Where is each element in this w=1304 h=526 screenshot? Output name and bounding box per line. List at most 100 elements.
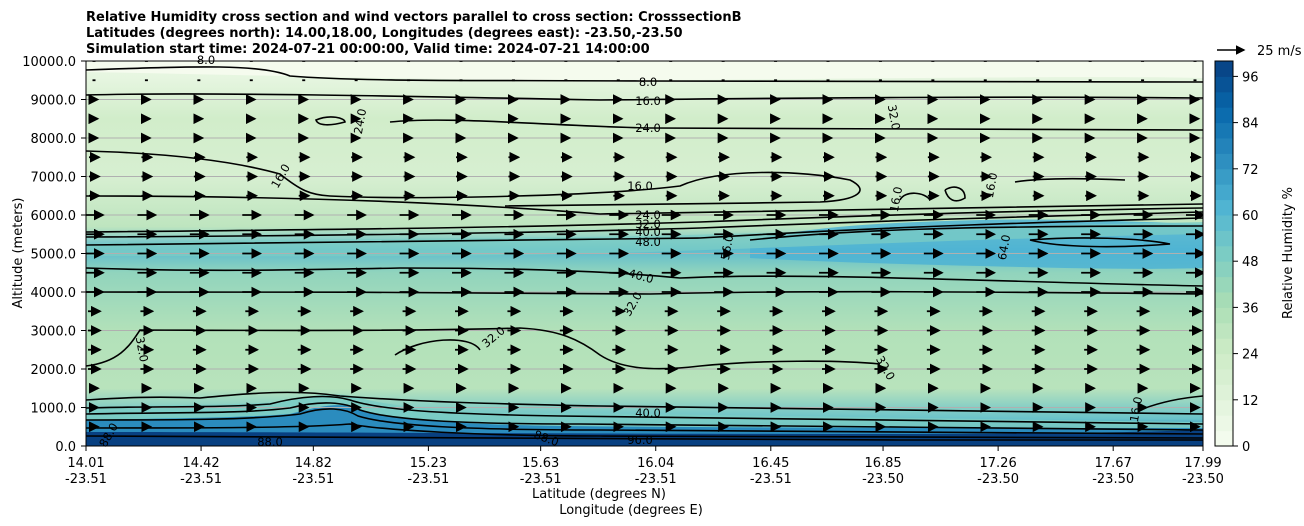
contour-label: 88.0 [257, 435, 283, 449]
colorbar-step [1215, 168, 1233, 185]
x-tick-label-lon: -23.51 [292, 472, 334, 487]
contour-16-upper [86, 93, 1203, 101]
colorbar-tick-label: 84 [1242, 117, 1259, 132]
contour-88-bl [86, 423, 1203, 439]
contour-label: 24.0 [635, 121, 661, 135]
contour-32-mid [86, 207, 1203, 233]
colorbar-step [1215, 415, 1233, 432]
contour-label: 56.0 [718, 233, 736, 261]
colorbar-step [1215, 122, 1233, 139]
colorbar-frame [1214, 60, 1234, 447]
colorbar-step [1215, 245, 1233, 262]
y-tick-label: 1000.0 [31, 402, 77, 417]
x-tick-label-lon: -23.51 [407, 472, 449, 487]
chart-title-line-2: Latitudes (degrees north): 14.00,18.00, … [86, 26, 683, 41]
contour-8-top [86, 66, 1203, 83]
quiver-key: 25 m/s [1217, 44, 1302, 59]
chart-title-line-3: Simulation start time: 2024-07-21 00:00:… [86, 42, 650, 57]
contour-lines [86, 66, 1203, 441]
colorbar-step [1215, 91, 1233, 108]
quiver-key-label: 25 m/s [1257, 44, 1302, 59]
contour-label: 40.0 [635, 406, 661, 420]
x-tick-label-lon: -23.51 [520, 472, 562, 487]
y-tick-label: 8000.0 [31, 132, 77, 147]
x-axis: 14.01-23.5114.42-23.5114.82-23.5115.23-2… [65, 446, 1224, 487]
colorbar-tick-label: 72 [1242, 163, 1259, 178]
y-tick-label: 5000.0 [31, 248, 77, 263]
dry-upper-layer [86, 61, 1203, 81]
contour-16-mid [86, 150, 861, 207]
colorbar-step [1215, 184, 1233, 201]
contour-label: 16.0 [635, 94, 661, 108]
colorbar-step [1215, 353, 1233, 370]
colorbar-step [1215, 369, 1233, 385]
contour-24-loop [315, 116, 346, 126]
y-tick-label: 6000.0 [31, 209, 77, 224]
y-tick-label: 0.0 [55, 440, 76, 455]
y-axis-label: Altitude (meters) [11, 198, 26, 309]
contour-24-upper [389, 119, 1203, 131]
x-tick-label-lat: 17.67 [1095, 456, 1132, 471]
colorbar-step [1215, 199, 1233, 216]
contour-label: 24.0 [635, 208, 661, 222]
colorbar-step [1215, 61, 1233, 77]
contour-label: 16.0 [887, 185, 905, 213]
colorbar-step [1215, 276, 1233, 293]
colorbar-step [1215, 307, 1233, 324]
colorbar-step [1215, 153, 1233, 170]
x-tick-label-lon: -23.50 [1092, 472, 1134, 487]
x-tick-label-lon: -23.50 [1182, 472, 1224, 487]
plot-area: 8.08.016.016.0 16.0 16.016.016.024.024.024… [85, 53, 1204, 450]
colorbar-step [1215, 322, 1233, 339]
colorbar-tick-label: 12 [1242, 394, 1259, 409]
colorbar-step [1215, 338, 1233, 355]
x-tick-label-lon: -23.51 [65, 472, 107, 487]
colorbar-tick-label: 36 [1242, 301, 1259, 316]
colorbar-tick-label: 48 [1242, 255, 1259, 270]
y-tick-label: 7000.0 [31, 171, 77, 186]
colorbar-step [1215, 215, 1233, 231]
contour-label: 24.0 [351, 107, 369, 135]
x-tick-label-lat: 17.99 [1184, 456, 1221, 471]
colorbar-step [1215, 399, 1233, 416]
colorbar-step [1215, 430, 1233, 447]
y-axis: 0.0 1000.0 2000.0 3000.0 4000.0 5000.0 6000.0 7… [22, 55, 86, 455]
x-tick-label-lat: 15.63 [522, 456, 559, 471]
contour-label: 40.0 [627, 266, 655, 286]
contour-96-bl [86, 435, 1203, 441]
chart-title-line-1: Relative Humidity cross section and wind… [86, 10, 742, 25]
contour-label: 32.0 [133, 335, 151, 363]
contour-label: 48.0 [635, 235, 661, 249]
x-tick-label-lat: 14.01 [67, 456, 104, 471]
contour-8-right [1014, 177, 1126, 183]
contour-40-mid [86, 211, 1203, 238]
contour-label: 16.0 [982, 171, 1000, 199]
colorbar-tick-label: 96 [1242, 70, 1259, 85]
colorbar-label: Relative Humidity % [1281, 187, 1296, 319]
contour-48-mid [86, 217, 1203, 246]
x-tick-label-lon: -23.50 [862, 472, 904, 487]
contour-label: 96.0 [627, 433, 653, 447]
contour-labels: 8.08.016.016.0 16.0 16.016.016.024.024.024… [96, 53, 1145, 450]
contour-label: 8.0 [639, 75, 657, 89]
contour-24-mid [86, 195, 1203, 215]
contour-64-bl [86, 408, 1203, 435]
x-tick-label-lat: 16.45 [752, 456, 789, 471]
colorbar: 0 12 24 36 48 60 72 84 96 [1214, 60, 1259, 455]
contour-16-rightloop [899, 186, 966, 202]
wind-vectors [86, 61, 1203, 433]
x-tick-label-lat: 14.42 [182, 456, 219, 471]
x-tick-label-lat: 16.04 [637, 456, 674, 471]
x-tick-label-lat: 16.85 [864, 456, 901, 471]
x-tick-label-lon: -23.50 [977, 472, 1019, 487]
contour-label: 32.0 [885, 103, 903, 131]
contour-32-lower [86, 290, 1203, 295]
colorbar-step [1215, 261, 1233, 278]
contour-label: 8.0 [197, 53, 215, 67]
y-tick-label: 4000.0 [31, 286, 77, 301]
colorbar-tick-label: 24 [1242, 348, 1259, 363]
contour-label: 32.0 [635, 217, 661, 231]
colorbar-step [1215, 107, 1233, 124]
x-tick-label-lat: 17.26 [980, 456, 1017, 471]
